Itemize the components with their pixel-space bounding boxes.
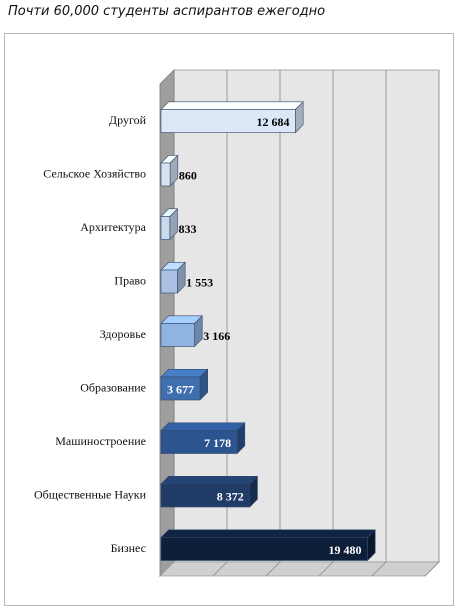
bar [160,430,238,454]
gridline-floor [371,561,387,577]
floor [159,561,440,577]
bar [160,483,251,508]
bar [160,162,171,187]
data-label: 3 166 [203,329,230,343]
bar-top [160,475,259,485]
category-label: Архитектура [80,220,146,234]
category-label: Бизнес [111,541,146,555]
gridline-floor [265,561,281,577]
bar [160,269,178,294]
bar-top [160,101,304,110]
data-label: 12 684 [256,115,289,129]
category-label: Право [114,274,146,288]
chart-title: Почти 60,000 студенты аспирантов ежегодн… [8,4,326,19]
data-label: 19 480 [328,543,361,557]
gridline-floor [212,561,228,577]
category-label: Сельское Хозяйство [43,167,146,181]
category-label: Образование [80,381,146,395]
bar [160,537,368,561]
data-label: 8 372 [217,490,244,504]
data-label: 7 178 [204,436,231,450]
gridline-floor [318,561,334,577]
bar [160,376,201,401]
data-label: 3 677 [167,383,194,397]
bar [160,109,296,133]
category-label: Машиностроение [55,434,146,448]
category-label: Общественные Науки [34,488,147,502]
bar [160,323,195,347]
bar-top [160,422,246,431]
bar [160,216,171,240]
category-label: Другой [109,113,147,127]
bar-top [160,529,376,538]
data-label: 1 553 [186,276,213,290]
data-label: 860 [179,169,197,183]
data-label: 833 [179,222,197,236]
gridline-floor [424,561,440,577]
category-label: Здоровье [100,327,146,341]
bar-top [160,368,209,378]
